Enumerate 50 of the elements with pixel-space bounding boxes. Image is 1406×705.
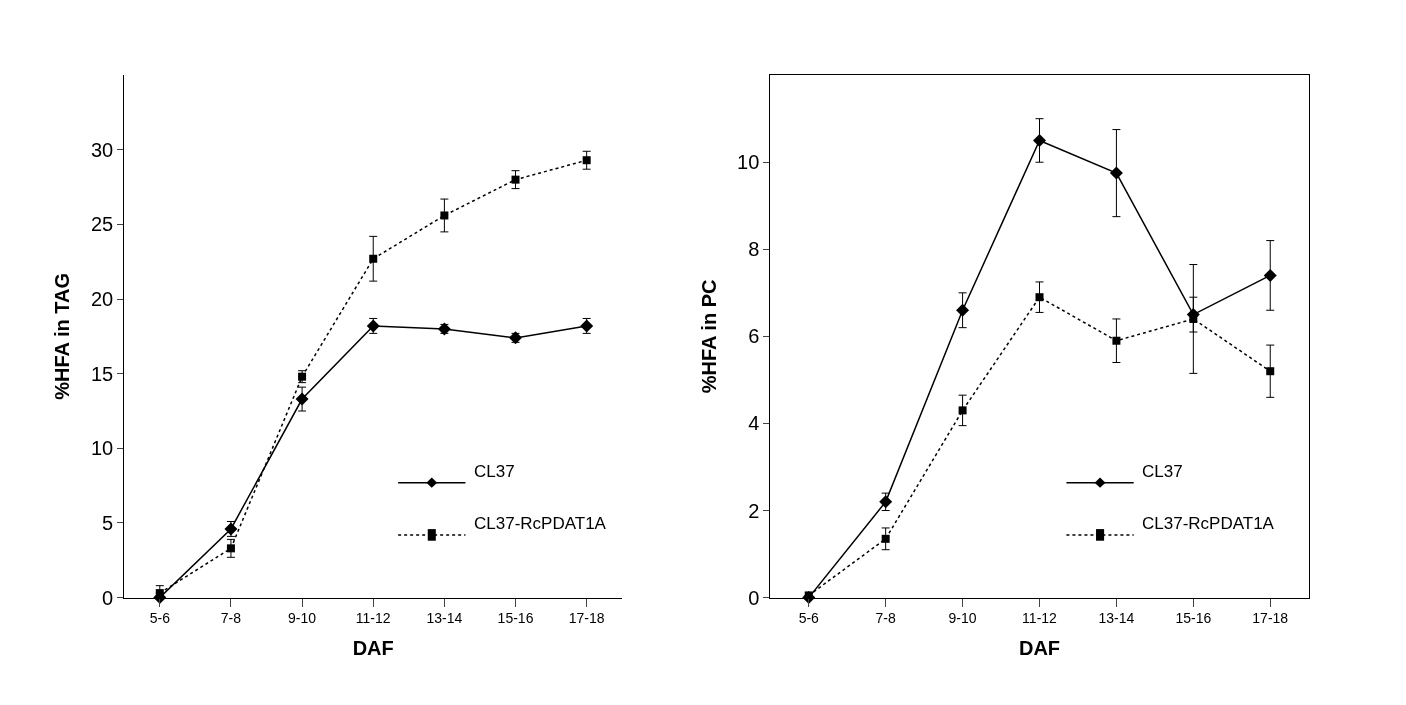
y-tick-label: 4 — [748, 412, 760, 435]
x-tick-label: 7-8 — [220, 610, 242, 627]
point — [511, 175, 520, 184]
legend-label: CL37 — [474, 462, 515, 481]
point — [1263, 268, 1277, 282]
y-tick-label: 25 — [90, 213, 114, 236]
x-tick-label: 17-18 — [568, 610, 605, 627]
point — [369, 254, 378, 263]
x-tick-label: 15-16 — [497, 610, 534, 627]
x-tick-label: 11-12 — [355, 610, 391, 627]
y-tick-label: 20 — [90, 288, 114, 311]
y-tick-label: 8 — [748, 238, 760, 261]
x-tick-label: 15-16 — [1175, 610, 1212, 627]
point — [956, 303, 970, 317]
x-tick-label: 17-18 — [1252, 610, 1289, 627]
y-axis-title: %HFA in TAG — [51, 273, 74, 400]
y-tick-label: 6 — [748, 325, 760, 348]
y-tick-label: 0 — [748, 586, 760, 609]
x-tick-label: 9-10 — [948, 610, 977, 627]
x-axis-title: DAF — [1018, 636, 1061, 659]
y-axis-title: %HFA in PC — [697, 279, 720, 394]
y-tick-label: 2 — [748, 499, 760, 522]
y-tick-label: 15 — [90, 362, 114, 385]
point — [1033, 133, 1046, 147]
x-axis-title: DAF — [352, 636, 394, 659]
legend-label: CL37-RcPDAT1A — [1142, 514, 1275, 533]
x-tick-label: 13-14 — [1098, 610, 1135, 627]
y-tick-label: 10 — [90, 437, 114, 460]
x-tick-label: 7-8 — [875, 610, 896, 627]
legend-label: CL37 — [1142, 462, 1183, 481]
x-tick-label: 5-6 — [149, 610, 171, 627]
point — [1035, 293, 1044, 302]
point — [295, 392, 309, 406]
legend-label: CL37-RcPDAT1A — [474, 514, 607, 533]
x-tick-label: 13-14 — [426, 610, 463, 627]
point — [440, 211, 449, 220]
point — [1266, 367, 1275, 376]
y-tick-label: 10 — [737, 151, 760, 174]
point — [582, 156, 591, 165]
x-tick-label: 11-12 — [1022, 610, 1058, 627]
y-tick-label: 0 — [102, 586, 114, 609]
point — [881, 534, 890, 543]
x-tick-label: 5-6 — [798, 610, 820, 627]
y-tick-label: 30 — [90, 138, 114, 161]
x-tick-label: 9-10 — [288, 610, 317, 627]
point — [226, 544, 235, 553]
point — [1109, 166, 1123, 180]
point — [958, 406, 967, 415]
point — [1112, 336, 1121, 345]
y-tick-label: 5 — [102, 511, 114, 534]
